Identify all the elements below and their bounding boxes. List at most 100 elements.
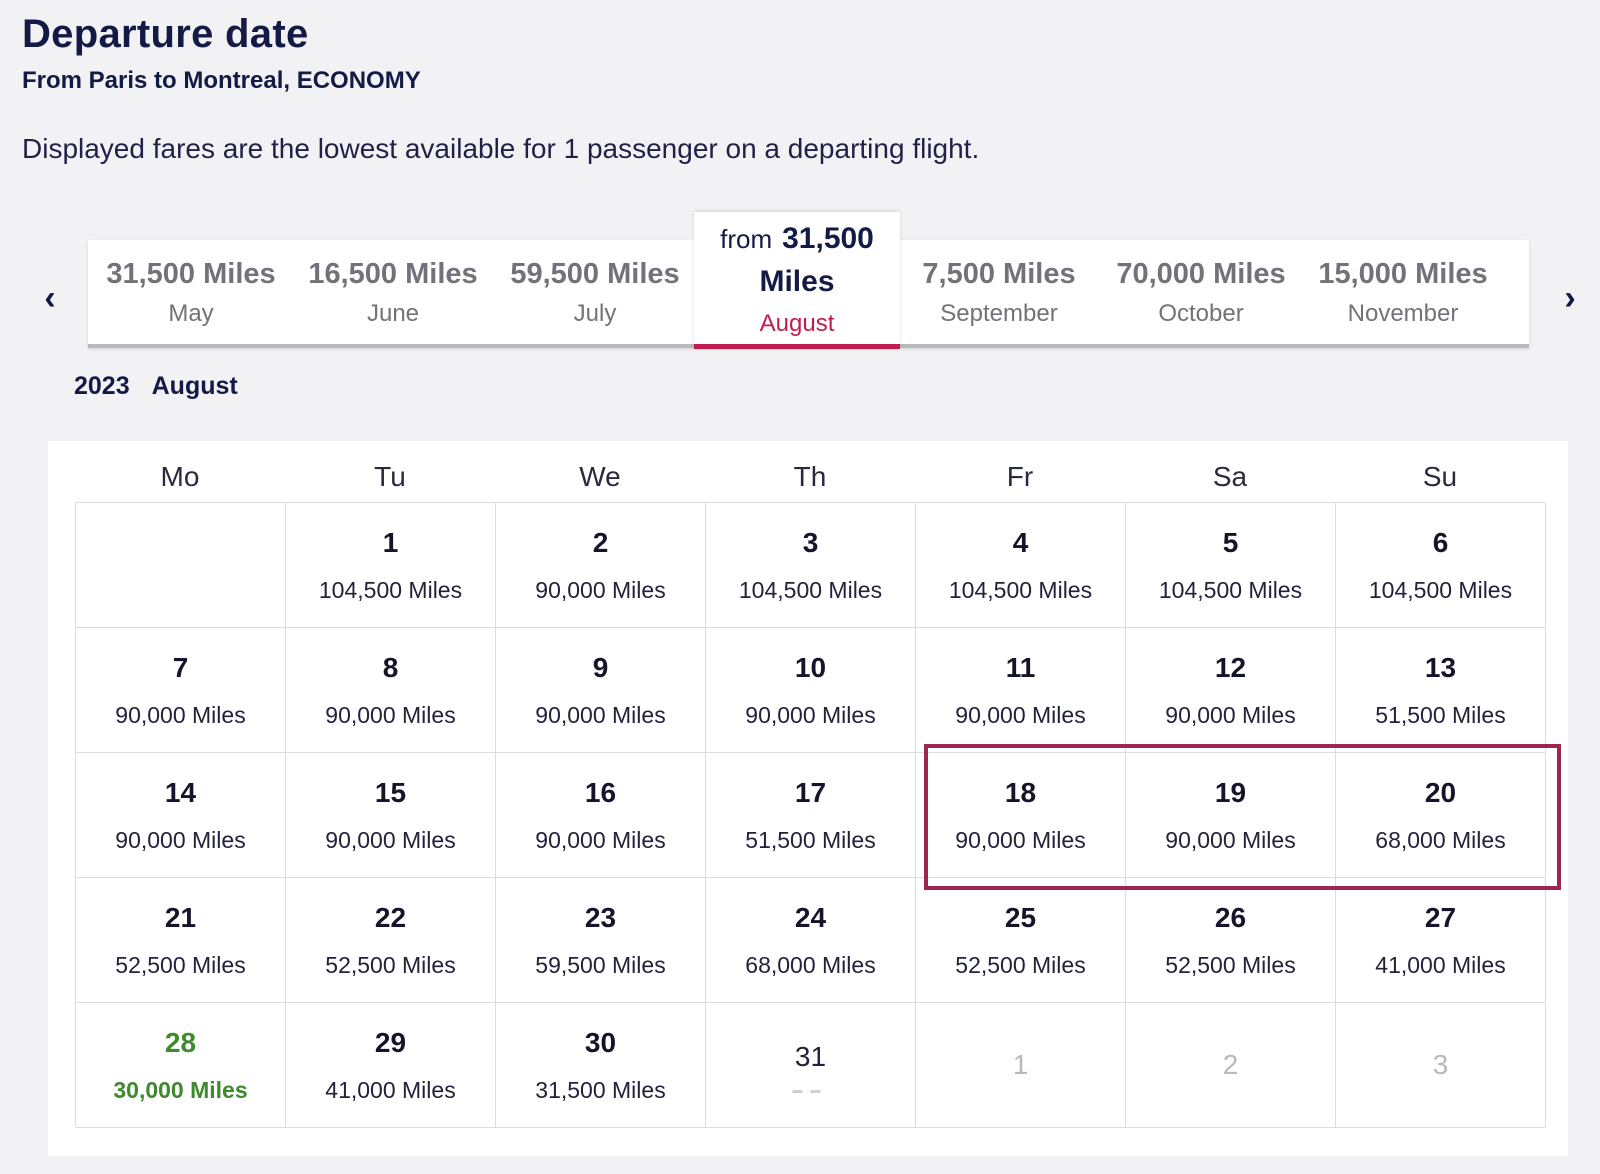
day-fare: 90,000 Miles — [115, 827, 246, 853]
day-number: 21 — [164, 902, 197, 933]
day-number: 15 — [374, 777, 407, 808]
calendar-cell-next-month: 1 — [916, 1003, 1126, 1128]
calendar-day-cell[interactable]: 11 90,000 Miles — [916, 628, 1126, 753]
day-fare: 90,000 Miles — [955, 702, 1086, 728]
chevron-right-icon[interactable]: › — [1564, 279, 1576, 317]
day-fare: 104,500 Miles — [318, 577, 463, 603]
month-tab-july[interactable]: 59,500 Miles July — [492, 240, 698, 344]
day-fare: 90,000 Miles — [955, 827, 1086, 853]
day-fare: 90,000 Miles — [325, 702, 456, 728]
weekday-label: Su — [1422, 461, 1458, 492]
day-number: 8 — [382, 652, 399, 683]
from-label: from — [720, 224, 773, 254]
calendar-day-cell[interactable]: 7 90,000 Miles — [76, 628, 286, 753]
day-fare: 104,500 Miles — [1368, 577, 1513, 603]
calendar-day-cell[interactable]: 28 30,000 Miles — [76, 1003, 286, 1128]
day-number: 11 — [1005, 652, 1036, 683]
month-label: September — [940, 300, 1058, 327]
day-fare: 51,500 Miles — [745, 827, 876, 853]
month-tab-august[interactable]: from 31,500 Miles August — [694, 212, 900, 349]
day-number: 30 — [584, 1027, 617, 1058]
day-number: 26 — [1214, 902, 1247, 933]
day-number: 24 — [794, 902, 827, 933]
month-fare: 7,500 Miles — [922, 258, 1076, 290]
calendar-day-cell[interactable]: 30 31,500 Miles — [496, 1003, 706, 1128]
route-subtitle: From Paris to Montreal, ECONOMY — [22, 67, 421, 94]
month-tab-october[interactable]: 70,000 Miles October — [1098, 240, 1304, 344]
month-label: November — [1347, 300, 1459, 327]
month-tab-november[interactable]: 15,000 Miles November — [1300, 240, 1506, 344]
day-fare: 90,000 Miles — [1165, 827, 1296, 853]
calendar-cell-empty — [76, 503, 286, 628]
day-number: 19 — [1214, 777, 1247, 808]
day-fare: 90,000 Miles — [745, 702, 876, 728]
calendar-day-cell[interactable]: 29 41,000 Miles — [286, 1003, 496, 1128]
month-fare-unit: Miles — [759, 265, 835, 298]
day-number: 6 — [1432, 527, 1449, 558]
calendar-day-cell[interactable]: 17 51,500 Miles — [706, 753, 916, 878]
month-label: May — [168, 300, 214, 327]
calendar-day-cell[interactable]: 9 90,000 Miles — [496, 628, 706, 753]
day-number: 12 — [1214, 652, 1247, 683]
month-tab-june[interactable]: 16,500 Miles June — [290, 240, 496, 344]
day-fare: 52,500 Miles — [1165, 952, 1296, 978]
day-number: 18 — [1004, 777, 1037, 808]
day-fare: 41,000 Miles — [1375, 952, 1506, 978]
calendar-day-cell[interactable]: 20 68,000 Miles — [1336, 753, 1546, 878]
calendar-day-cell[interactable]: 15 90,000 Miles — [286, 753, 496, 878]
day-fare: 52,500 Miles — [115, 952, 246, 978]
day-number: 9 — [592, 652, 609, 683]
calendar-day-cell[interactable]: 16 90,000 Miles — [496, 753, 706, 878]
day-number: 5 — [1222, 527, 1239, 558]
calendar-day-cell[interactable]: 19 90,000 Miles — [1126, 753, 1336, 878]
page-title: Departure date — [22, 12, 309, 56]
day-fare: 41,000 Miles — [325, 1077, 456, 1103]
day-fare: 31,500 Miles — [535, 1077, 666, 1103]
day-fare: 90,000 Miles — [115, 702, 246, 728]
month-tab-september[interactable]: 7,500 Miles September — [896, 240, 1102, 344]
calendar-day-cell[interactable]: 12 90,000 Miles — [1126, 628, 1336, 753]
calendar-day-cell[interactable]: 1 104,500 Miles — [286, 503, 496, 628]
day-fare: 59,500 Miles — [535, 952, 666, 978]
month-label: July — [573, 300, 617, 327]
day-number: 1 — [382, 527, 399, 558]
day-fare: 104,500 Miles — [948, 577, 1093, 603]
day-number: 3 — [1432, 1049, 1449, 1080]
calendar-year: 2023 — [74, 372, 130, 400]
calendar-grid: 1 104,500 Miles 2 90,000 Miles 3 104,500 Mile… — [75, 502, 1546, 1128]
day-fare: 52,500 Miles — [955, 952, 1086, 978]
calendar-day-cell[interactable]: 2 90,000 Miles — [496, 503, 706, 628]
calendar-day-cell[interactable]: 4 104,500 Miles — [916, 503, 1126, 628]
calendar-day-cell[interactable]: 6 104,500 Miles — [1336, 503, 1546, 628]
day-fare: 51,500 Miles — [1375, 702, 1506, 728]
calendar-day-cell[interactable]: 10 90,000 Miles — [706, 628, 916, 753]
day-number: 25 — [1004, 902, 1037, 933]
calendar-day-cell[interactable]: 26 52,500 Miles — [1126, 878, 1336, 1003]
calendar-day-cell[interactable]: 3 104,500 Miles — [706, 503, 916, 628]
month-fare: from 31,500 — [694, 222, 900, 256]
weekday-label: Fr — [1006, 461, 1034, 492]
month-tab-may[interactable]: 31,500 Miles May — [88, 240, 294, 344]
month-label: June — [366, 300, 420, 327]
day-fare: 68,000 Miles — [745, 952, 876, 978]
day-number: 3 — [802, 527, 819, 558]
day-number: 28 — [164, 1027, 197, 1058]
weekday-label: We — [579, 461, 621, 492]
calendar-day-cell[interactable]: 24 68,000 Miles — [706, 878, 916, 1003]
day-number: 22 — [374, 902, 407, 933]
calendar-day-cell[interactable]: 13 51,500 Miles — [1336, 628, 1546, 753]
calendar-day-cell[interactable]: 5 104,500 Miles — [1126, 503, 1336, 628]
calendar-day-cell[interactable]: 14 90,000 Miles — [76, 753, 286, 878]
weekday-label: Sa — [1212, 461, 1248, 492]
fare-note: Displayed fares are the lowest available… — [22, 133, 980, 164]
calendar-day-cell[interactable]: 23 59,500 Miles — [496, 878, 706, 1003]
calendar-month: August — [151, 372, 238, 400]
calendar-day-cell[interactable]: 22 52,500 Miles — [286, 878, 496, 1003]
calendar-day-cell: 31 ▬▬ — [706, 1003, 916, 1128]
calendar-day-cell[interactable]: 27 41,000 Miles — [1336, 878, 1546, 1003]
chevron-left-icon[interactable]: ‹ — [44, 279, 56, 317]
calendar-day-cell[interactable]: 25 52,500 Miles — [916, 878, 1126, 1003]
calendar-day-cell[interactable]: 21 52,500 Miles — [76, 878, 286, 1003]
calendar-day-cell[interactable]: 18 90,000 Miles — [916, 753, 1126, 878]
calendar-day-cell[interactable]: 8 90,000 Miles — [286, 628, 496, 753]
